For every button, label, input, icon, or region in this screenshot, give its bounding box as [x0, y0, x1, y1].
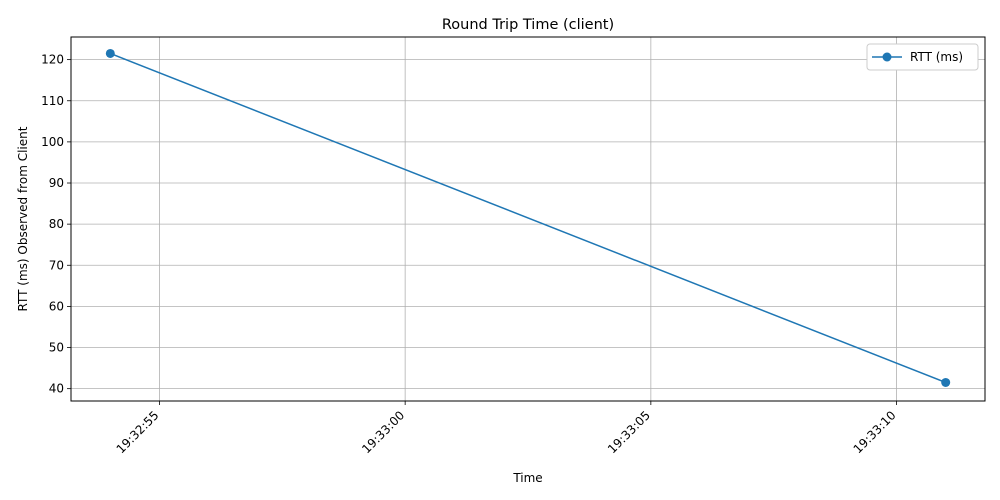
x-axis-label: Time	[512, 471, 542, 485]
y-tick-label: 100	[41, 135, 64, 149]
y-tick-label: 90	[49, 176, 64, 190]
y-axis-label: RTT (ms) Observed from Client	[16, 126, 30, 311]
data-point	[105, 48, 115, 58]
chart-title: Round Trip Time (client)	[442, 17, 614, 33]
y-axis: 40 50 60 70 80 90 100 110 120	[41, 53, 71, 396]
y-tick-label: 40	[49, 382, 64, 396]
legend-frame	[866, 43, 979, 71]
legend-entry-label: RTT (ms)	[910, 50, 963, 64]
plot-frame	[70, 36, 986, 402]
y-tick-label: 50	[49, 341, 64, 355]
legend-marker-swatch	[882, 52, 892, 62]
y-tick-label: 80	[49, 217, 64, 231]
series-group	[105, 48, 951, 387]
y-tick-label: 110	[41, 94, 64, 108]
series-line	[110, 52, 946, 384]
y-tick-label: 60	[49, 299, 64, 313]
data-point	[941, 377, 951, 387]
legend: RTT (ms)	[866, 43, 979, 71]
y-tick-label: 120	[41, 53, 64, 67]
y-tick-label: 70	[49, 258, 64, 272]
grid-lines	[71, 37, 985, 401]
